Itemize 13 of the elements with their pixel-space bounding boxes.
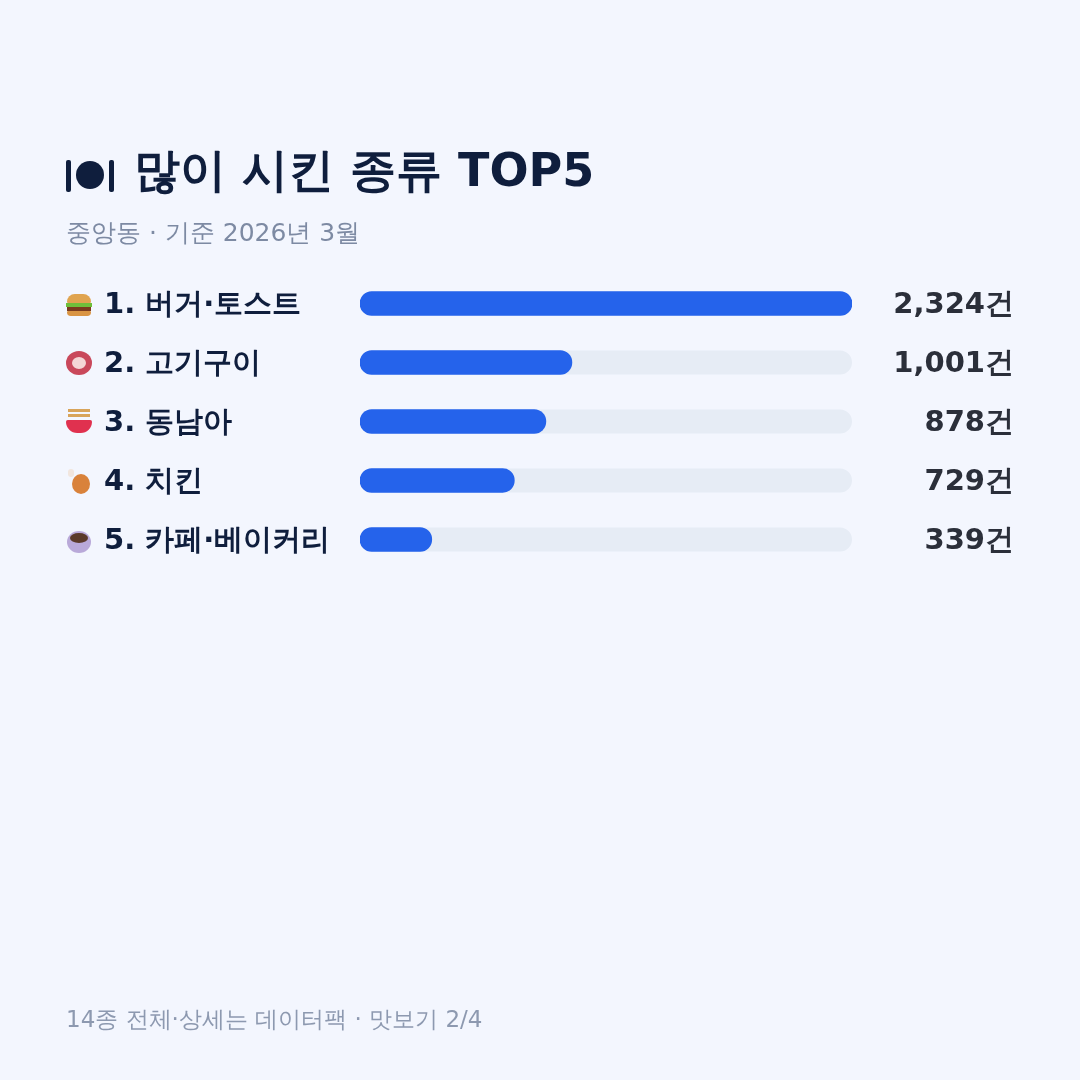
y-tick-label: 5. 카페·베이커리 (104, 520, 331, 558)
y-tick-label: 4. 치킨 (104, 461, 204, 499)
data-label: 339건 (924, 520, 1014, 558)
text: 14종 전체·상세는 데이터팩 · 맛보기 2/4 (66, 1005, 483, 1034)
data-label: 878건 (924, 402, 1014, 440)
y-tick-label: 2. 고기구이 (104, 343, 262, 381)
chart-subtitle: 중앙동 · 기준 2026년 3월 (66, 217, 361, 249)
data-label: 729건 (924, 461, 1014, 499)
y-tick-label: 3. 동남아 (104, 402, 233, 440)
y-tick-label: 1. 버거·토스트 (104, 284, 302, 322)
chart-title: 많이 시킨 종류 TOP5 (134, 142, 595, 199)
data-label: 1,001건 (893, 343, 1014, 381)
data-label: 2,324건 (893, 284, 1014, 322)
